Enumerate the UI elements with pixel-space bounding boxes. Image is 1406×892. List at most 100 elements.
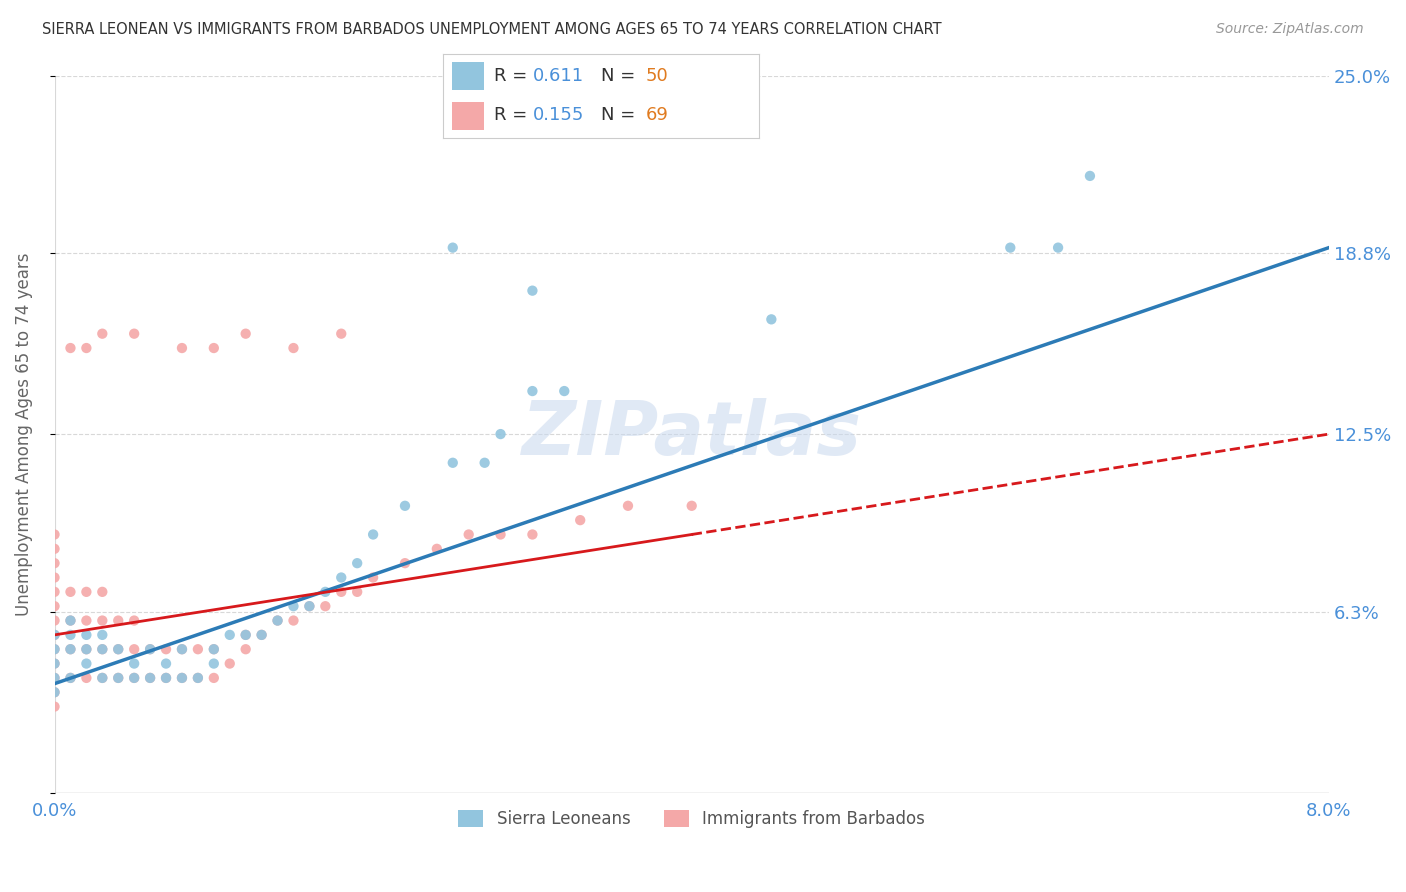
Point [44,671,66,685]
Point [44,614,66,628]
Point [441,241,464,255]
Point [314,585,336,599]
Point [202,642,225,657]
Point [489,427,512,442]
Point [155,671,177,685]
Text: 50: 50 [645,67,668,85]
Point [122,671,145,685]
Point [474,456,496,470]
Point [218,657,240,671]
Point [59,585,82,599]
Point [44,628,66,642]
Point [394,499,416,513]
Bar [453,102,484,130]
Point [218,628,240,642]
Point [170,671,193,685]
Point [44,541,66,556]
Point [361,527,384,541]
Point [139,671,162,685]
Point [59,341,82,355]
Point [522,527,544,541]
Point [553,384,575,398]
Point [1078,169,1101,183]
Point [522,284,544,298]
Text: R =: R = [494,106,533,124]
Point [522,384,544,398]
Point [44,527,66,541]
Point [122,657,145,671]
Point [44,642,66,657]
Point [489,527,512,541]
Point [75,628,97,642]
Y-axis label: Unemployment Among Ages 65 to 74 years: Unemployment Among Ages 65 to 74 years [15,252,32,615]
Point [122,326,145,341]
Point [44,628,66,642]
Point [250,628,273,642]
Point [122,642,145,657]
Point [91,628,114,642]
Point [283,341,305,355]
Point [441,456,464,470]
Point [139,671,162,685]
Point [155,657,177,671]
Point [75,657,97,671]
Point [155,671,177,685]
Point [283,599,305,614]
Point [235,628,257,642]
Point [59,642,82,657]
Point [44,699,66,714]
Point [202,341,225,355]
Point [44,657,66,671]
Point [681,499,703,513]
Point [59,671,82,685]
Point [250,628,273,642]
Point [107,614,129,628]
Point [187,642,209,657]
Point [202,657,225,671]
Point [314,599,336,614]
Point [187,671,209,685]
Point [298,599,321,614]
Point [91,326,114,341]
Point [283,614,305,628]
Point [75,642,97,657]
Point [330,326,353,341]
Text: N =: N = [602,106,641,124]
Point [44,671,66,685]
Point [122,614,145,628]
Text: ZIPatlas: ZIPatlas [522,398,862,471]
Point [569,513,592,527]
Point [330,570,353,584]
Point [91,585,114,599]
Point [59,614,82,628]
Point [75,671,97,685]
Point [187,671,209,685]
Point [91,614,114,628]
Point [170,671,193,685]
Point [1047,241,1070,255]
Point [235,326,257,341]
Point [170,642,193,657]
Point [346,585,368,599]
Point [75,642,97,657]
Point [235,642,257,657]
Point [361,570,384,584]
Point [44,642,66,657]
Point [44,599,66,614]
Point [617,499,640,513]
Point [394,556,416,570]
Point [75,341,97,355]
Point [330,585,353,599]
Text: SIERRA LEONEAN VS IMMIGRANTS FROM BARBADOS UNEMPLOYMENT AMONG AGES 65 TO 74 YEAR: SIERRA LEONEAN VS IMMIGRANTS FROM BARBAD… [42,22,942,37]
Point [44,657,66,671]
Point [44,585,66,599]
Point [107,642,129,657]
Text: 0.611: 0.611 [533,67,583,85]
Point [266,614,288,628]
Point [457,527,479,541]
Point [44,685,66,699]
Point [170,341,193,355]
Text: 69: 69 [645,106,668,124]
Point [266,614,288,628]
Point [59,614,82,628]
